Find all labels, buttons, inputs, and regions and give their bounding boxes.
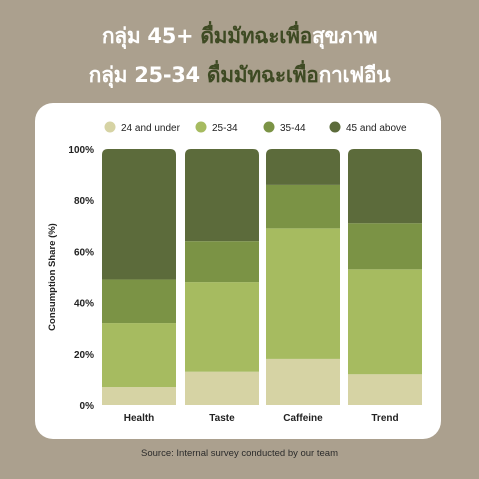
bar-segment [348, 374, 422, 405]
x-tick-label: Caffeine [283, 413, 323, 424]
x-tick-label: Trend [371, 413, 398, 424]
x-tick-label: Taste [209, 413, 235, 424]
bar-segment [266, 358, 340, 405]
bar-segment [185, 371, 259, 405]
y-tick-label: 60% [74, 247, 94, 258]
stacked-bar-chart: 24 and under 25-34 35-44 45 and above 0% 20% 4… [47, 121, 422, 424]
bar-segment [266, 184, 340, 229]
y-axis-label: Consumption Share (%) [47, 223, 58, 331]
bar-segment [266, 228, 340, 359]
y-tick-label: 20% [74, 350, 94, 361]
headline-2-suffix: กาเฟอีน [318, 63, 391, 87]
y-tick-label: 0% [80, 401, 95, 412]
legend-label-2: 35-44 [280, 123, 306, 134]
bar-segment [348, 269, 422, 375]
y-tick-label: 100% [68, 145, 94, 156]
headline-1-suffix: สุขภาพ [312, 24, 378, 48]
legend-swatch-0 [104, 121, 116, 133]
bar-segment [185, 282, 259, 372]
headline-line-1: กลุ่ม 45+ ดื่มมัทฉะเพื่อสุขภาพ [0, 22, 479, 50]
legend-label-1: 25-34 [212, 123, 238, 134]
bar-segment [266, 149, 340, 185]
bar-segment [185, 241, 259, 283]
source-note: Source: Internal survey conducted by our… [141, 448, 338, 459]
legend-label-0: 24 and under [121, 123, 181, 134]
bar-segment [102, 323, 176, 388]
legend-swatch-2 [263, 121, 275, 133]
x-tick-label: Health [124, 413, 155, 424]
legend-swatch-3 [329, 121, 341, 133]
legend-label-3: 45 and above [346, 123, 407, 134]
bar-segment [102, 149, 176, 280]
headline-line-2: กลุ่ม 25-34 ดื่มมัทฉะเพื่อกาเฟอีน [0, 61, 479, 89]
chart-card: 24 and under 25-34 35-44 45 and above 0% 20% 4… [35, 103, 441, 439]
bar-segment [185, 149, 259, 242]
bar-segment [348, 149, 422, 224]
bar-segment [102, 387, 176, 405]
y-tick-label: 40% [74, 299, 94, 310]
headline-1-highlight: ดื่มมัทฉะเพื่อ [200, 24, 312, 48]
bar-segment [102, 279, 176, 324]
legend-swatch-1 [195, 121, 207, 133]
headline-2-highlight: ดื่มมัทฉะเพื่อ [206, 63, 319, 87]
bar-segment [348, 223, 422, 270]
headline-1-prefix: กลุ่ม 45+ [101, 24, 201, 48]
y-tick-label: 80% [74, 196, 94, 207]
headline-2-prefix: กลุ่ม 25-34 [88, 63, 207, 87]
